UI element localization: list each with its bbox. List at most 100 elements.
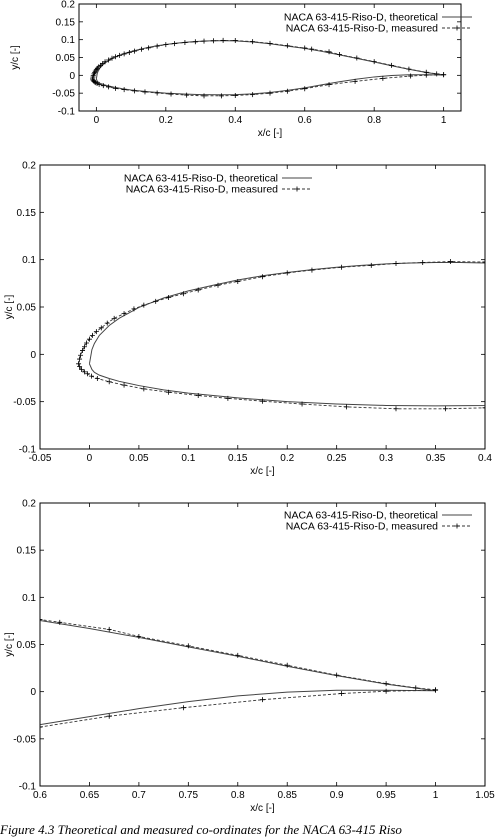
measured-point-marker xyxy=(184,92,190,98)
measured-point-marker xyxy=(220,37,226,43)
measured-point-marker xyxy=(82,344,87,350)
measured-point-marker xyxy=(80,348,86,354)
measured-point-marker xyxy=(131,306,137,312)
measured-point-marker xyxy=(76,361,82,367)
legend-marker xyxy=(454,25,460,31)
y-axis-label: y/c [-] xyxy=(4,295,15,320)
measured-point-marker xyxy=(106,626,112,632)
measured-point-marker xyxy=(40,724,43,730)
measured-point-marker xyxy=(145,45,151,51)
measured-point-marker xyxy=(482,405,485,411)
measured-point-marker xyxy=(142,89,148,95)
y-axis-label: y/c [-] xyxy=(10,45,21,70)
x-tick-label: 0.85 xyxy=(277,790,297,801)
measured-point-marker xyxy=(393,406,399,412)
measured-point-marker xyxy=(154,43,160,49)
measured-point-marker xyxy=(336,51,342,57)
measured-point-marker xyxy=(106,713,112,719)
plot-area xyxy=(76,259,485,412)
measured-point-marker xyxy=(423,72,429,78)
measured-point-marker xyxy=(309,267,315,273)
measured-point-marker xyxy=(182,40,188,46)
legend-label-measured: NACA 63-415-Riso-D, measured xyxy=(126,184,278,196)
measured-point-marker xyxy=(78,352,84,358)
measured-point-marker xyxy=(250,39,256,45)
measured-point-marker xyxy=(326,82,332,88)
measured-point-marker xyxy=(185,643,191,649)
measured-point-marker xyxy=(96,81,102,87)
measured-point-marker xyxy=(132,88,138,94)
measured-point-marker xyxy=(82,369,87,375)
measured-point-marker xyxy=(393,260,399,266)
series-theoretical-lower-line xyxy=(88,363,485,407)
measured-point-marker xyxy=(166,295,172,301)
measured-point-marker xyxy=(154,90,160,96)
measured-point-marker xyxy=(232,38,238,44)
measured-point-marker xyxy=(121,311,127,317)
y-tick-label: 0.15 xyxy=(17,208,37,219)
y-tick-label: 0.2 xyxy=(61,0,75,11)
x-tick-label: 0.05 xyxy=(129,453,149,464)
series-theoretical-lower-line xyxy=(95,74,444,96)
x-axis-label: x/c [-] xyxy=(250,466,275,477)
x-tick-label: 0.8 xyxy=(367,115,381,126)
measured-point-marker xyxy=(326,49,332,55)
legend-label-theoretical: NACA 63-415-Riso-D, theoretical xyxy=(284,510,438,522)
measured-point-marker xyxy=(406,66,412,72)
measured-point-marker xyxy=(106,57,112,63)
measured-point-marker xyxy=(121,382,127,388)
measured-point-marker xyxy=(232,92,238,98)
measured-point-marker xyxy=(408,73,414,79)
y-tick-label: -0.1 xyxy=(19,782,37,793)
x-tick-label: 0.1 xyxy=(181,453,195,464)
x-axis-label: x/c [-] xyxy=(258,128,283,139)
series-measured-upper-line xyxy=(92,39,444,79)
series-measured-lower-line xyxy=(92,74,444,97)
measured-point-marker xyxy=(83,340,89,346)
measured-point-marker xyxy=(40,617,43,623)
series-measured-upper-line xyxy=(40,619,436,691)
measured-point-marker xyxy=(420,260,426,266)
measured-point-marker xyxy=(235,652,241,658)
x-tick-label: 0 xyxy=(94,115,100,126)
measured-point-marker xyxy=(260,398,265,404)
y-tick-label: 0.05 xyxy=(56,53,76,64)
legend-label-theoretical: NACA 63-415-Riso-D, theoretical xyxy=(284,12,438,24)
x-tick-label: 0.65 xyxy=(80,790,100,801)
measured-point-marker xyxy=(344,404,350,410)
measured-point-marker xyxy=(86,336,92,342)
measured-point-marker xyxy=(352,78,358,84)
measured-point-marker xyxy=(180,705,186,711)
x-tick-label: -0.05 xyxy=(29,453,52,464)
measured-point-marker xyxy=(111,315,117,321)
plot-area xyxy=(90,37,447,99)
y-tick-label: 0.15 xyxy=(17,546,37,557)
measured-point-marker xyxy=(218,93,224,99)
measured-point-marker xyxy=(77,364,83,370)
y-tick-label: 0.1 xyxy=(61,35,75,46)
y-tick-label: -0.05 xyxy=(13,397,36,408)
measured-point-marker xyxy=(215,282,221,288)
x-tick-label: 0.2 xyxy=(159,115,173,126)
measured-point-marker xyxy=(201,93,207,99)
measured-point-marker xyxy=(201,38,207,44)
measured-point-marker xyxy=(380,75,386,81)
y-tick-label: 0.05 xyxy=(17,303,37,314)
chart-panel-2: -0.05 0 0.05 0.1 0.15 0.2 0.25 0.3 0.35 0.4-0.1-0… xyxy=(4,161,492,478)
x-tick-label: 0.95 xyxy=(376,790,396,801)
series-theoretical-lower-line xyxy=(40,689,436,726)
measured-point-marker xyxy=(94,375,100,381)
y-axis-label: y/c [-] xyxy=(4,632,15,657)
measured-point-marker xyxy=(121,51,127,57)
y-tick-label: 0.15 xyxy=(56,17,76,28)
measured-point-marker xyxy=(89,332,95,338)
x-tick-label: 0.6 xyxy=(33,790,47,801)
measured-point-marker xyxy=(77,356,83,362)
x-tick-label: 1 xyxy=(441,115,447,126)
chart-panel-3: 0.6 0.65 0.7 0.75 0.8 0.85 0.9 0.95 1 1.05 -0.1 -0.… xyxy=(4,499,495,815)
measured-point-marker xyxy=(284,88,290,94)
measured-point-marker xyxy=(104,320,110,326)
plot-frame xyxy=(39,164,486,450)
measured-point-marker xyxy=(284,43,290,49)
